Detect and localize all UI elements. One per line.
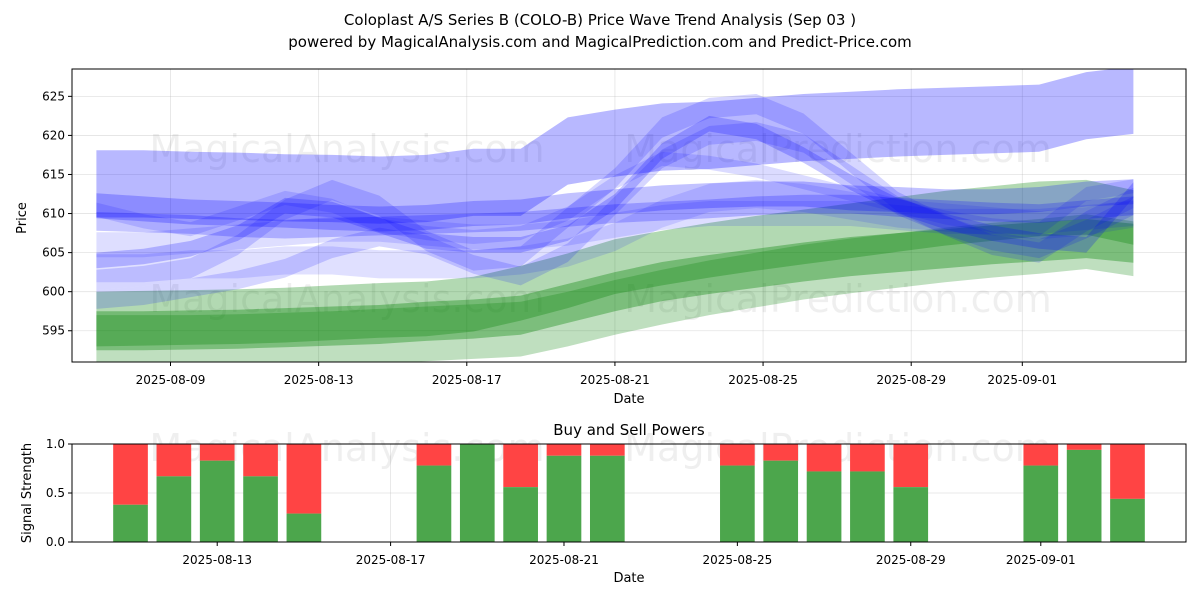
price-x-tick-label: 2025-08-09 [136, 373, 206, 387]
sell-bar [1023, 444, 1059, 466]
buy-bar [806, 471, 842, 542]
sell-bar [416, 444, 452, 466]
price-grid [72, 69, 1186, 362]
blue-band-1 [96, 179, 1134, 232]
sell-bar [503, 444, 538, 488]
price-wave-plot: MagicalAnalysis.com MagicalPrediction.co… [15, 68, 1187, 407]
price-x-tick-label: 2025-08-29 [876, 373, 946, 387]
buy-bar [546, 455, 582, 542]
signal-x-tick-label: 2025-08-17 [356, 553, 426, 567]
buy-bar [1023, 465, 1059, 542]
price-y-tick-label: 625 [42, 89, 65, 103]
buy-sell-title: Buy and Sell Powers [553, 421, 705, 439]
sell-bar [1110, 444, 1145, 499]
watermark-prediction-mid: MagicalPrediction.com [624, 277, 1052, 321]
sell-bar [113, 444, 148, 505]
sell-bar [850, 444, 885, 472]
signal-x-tick-label: 2025-08-25 [702, 553, 772, 567]
blue-band-2 [96, 194, 1134, 239]
buy-bar [763, 460, 799, 542]
sell-bar [720, 444, 755, 466]
green-band-2 [96, 214, 1134, 362]
sell-bar [806, 444, 842, 472]
price-x-tick-label: 2025-09-01 [987, 373, 1057, 387]
buy-bar [243, 476, 278, 542]
chart-title-line2: powered by MagicalAnalysis.com and Magic… [288, 33, 912, 51]
signal-x-tick-label: 2025-08-13 [182, 553, 252, 567]
sell-bar [763, 444, 799, 461]
blue-band-4 [96, 94, 1134, 291]
buy-sell-plot: Buy and Sell Powers MagicalAnalysis.com … [20, 421, 1187, 586]
blue-band-8 [96, 151, 1134, 244]
signal-bars [113, 444, 1145, 542]
buy-bar [199, 460, 235, 542]
sell-bar [893, 444, 929, 488]
price-y-tick-label: 620 [42, 128, 65, 142]
price-watermarks: MagicalAnalysis.com MagicalPrediction.co… [149, 127, 1051, 321]
sell-bar [589, 444, 625, 456]
blue-band-6 [96, 201, 1134, 258]
buy-bar [1066, 449, 1102, 542]
blue-band-0 [96, 69, 1134, 224]
signal-x-tick-label: 2025-09-01 [1006, 553, 1076, 567]
sell-bar [1066, 444, 1102, 450]
price-y-axis-title: Price [15, 202, 30, 234]
signal-y-tick-label: 0.0 [46, 535, 65, 549]
watermark-prediction-top: MagicalPrediction.com [624, 127, 1052, 171]
price-y-axis: 595 600 605 610 615 620 625 [42, 89, 72, 338]
buy-bar [416, 465, 452, 542]
signal-x-axis: 2025-08-13 2025-08-17 2025-08-21 2025-08-25… [182, 542, 1076, 567]
sell-bar [546, 444, 582, 456]
price-x-tick-label: 2025-08-21 [580, 373, 650, 387]
chart-title-line1: Coloplast A/S Series B (COLO-B) Price Wa… [344, 11, 856, 29]
price-y-tick-label: 600 [42, 285, 65, 299]
price-y-tick-label: 610 [42, 207, 65, 221]
price-y-tick-label: 605 [42, 246, 65, 260]
buy-bar [459, 444, 495, 542]
buy-bar [113, 504, 148, 542]
signal-x-tick-label: 2025-08-21 [529, 553, 599, 567]
sell-bar [156, 444, 192, 477]
price-y-tick-label: 595 [42, 324, 65, 338]
blue-band-5 [96, 122, 1134, 309]
price-x-axis: 2025-08-09 2025-08-13 2025-08-17 2025-08-21… [136, 362, 1057, 387]
buy-bar [893, 487, 929, 542]
green-band-1 [96, 219, 1134, 351]
sell-bar [286, 444, 322, 514]
buy-bar [286, 513, 322, 542]
green-band-0 [96, 179, 1134, 347]
buy-bar [589, 455, 625, 542]
signal-y-axis: 0.0 0.5 1.0 [46, 437, 72, 549]
signal-y-tick-label: 0.5 [46, 486, 65, 500]
blue-band-7 [96, 179, 1134, 283]
buy-bar [1110, 498, 1145, 542]
sell-bar [199, 444, 235, 461]
price-x-tick-label: 2025-08-17 [432, 373, 502, 387]
buy-bar [720, 465, 755, 542]
price-x-axis-title: Date [613, 392, 644, 407]
price-x-tick-label: 2025-08-13 [284, 373, 354, 387]
watermark-analysis-mid: MagicalAnalysis.com [149, 277, 544, 321]
signal-x-tick-label: 2025-08-29 [876, 553, 946, 567]
price-x-tick-label: 2025-08-25 [728, 373, 798, 387]
sell-bar [243, 444, 278, 477]
watermark-analysis-top: MagicalAnalysis.com [149, 127, 544, 171]
buy-bar [156, 476, 192, 542]
price-bands [96, 69, 1134, 362]
price-y-tick-label: 615 [42, 167, 65, 181]
buy-bar [850, 471, 885, 542]
price-plot-frame [71, 68, 1187, 363]
signal-x-axis-title: Date [613, 571, 644, 586]
signal-y-tick-label: 1.0 [46, 437, 65, 451]
signal-y-axis-title: Signal Strength [20, 443, 35, 543]
blue-band-3 [96, 115, 1134, 269]
buy-bar [503, 487, 538, 542]
